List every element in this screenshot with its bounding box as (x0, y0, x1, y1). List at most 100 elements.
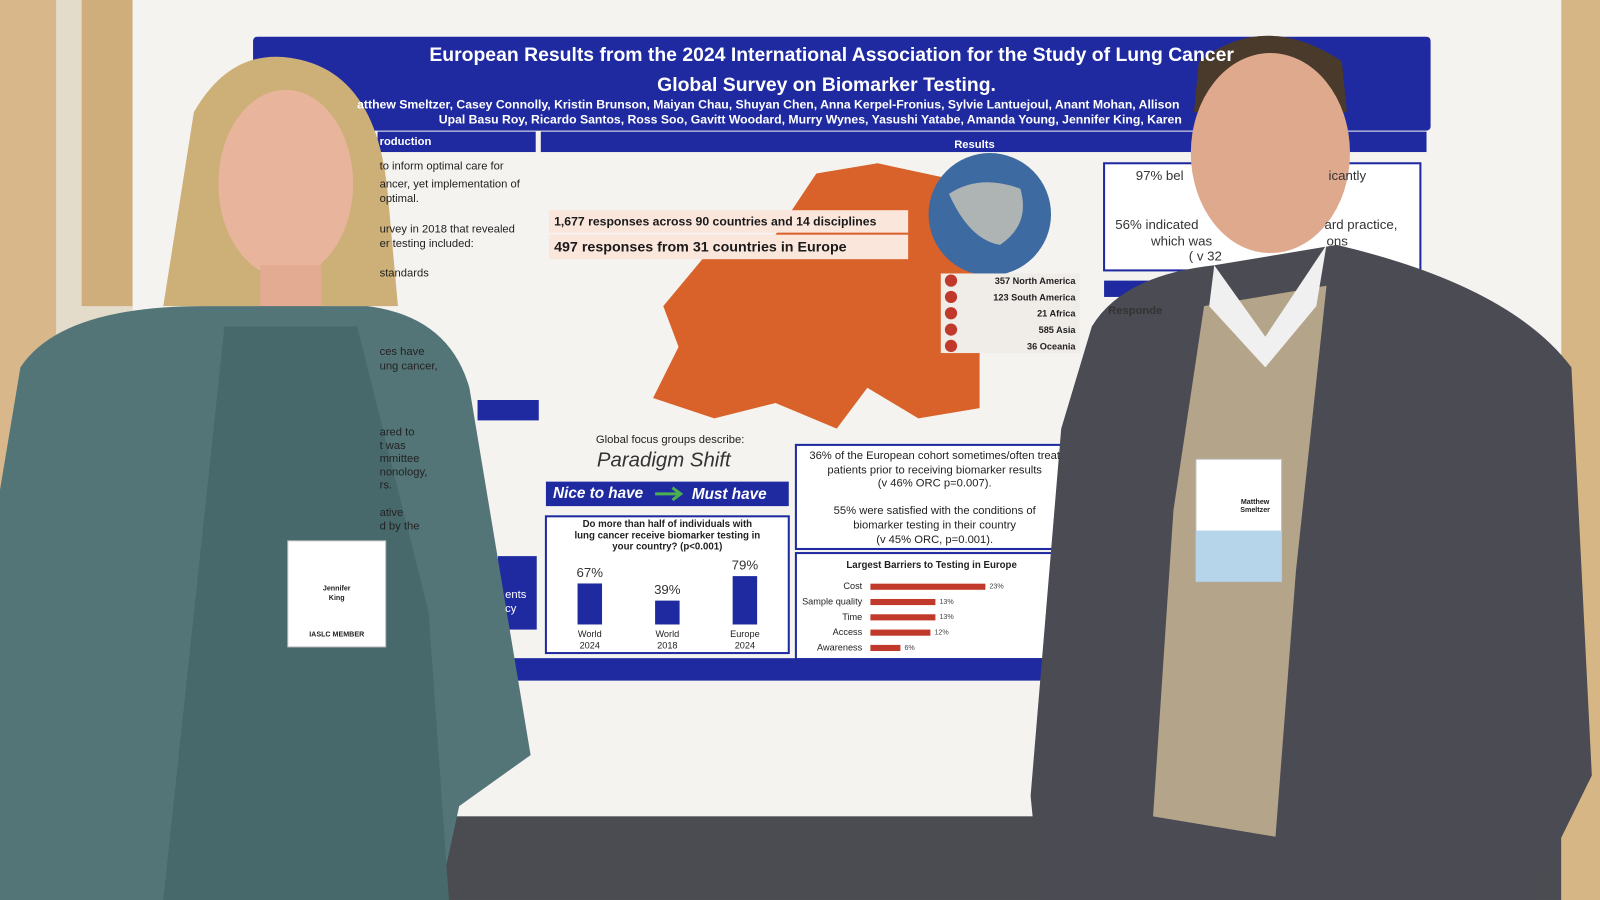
section-bar (477, 399, 539, 421)
bar-label: 79% (732, 557, 759, 572)
barrier-label: Awareness (817, 642, 863, 652)
text-fragment: ard practice, (1324, 217, 1397, 232)
badge (287, 540, 387, 648)
authors: atthew Smeltzer, Casey Connolly, Kristin… (357, 97, 1179, 111)
poster-header (253, 36, 1431, 131)
cohort-text: biomarker testing in their country (853, 519, 1016, 531)
focus-from: Nice to have (553, 485, 644, 502)
text-fragment: Responde (1108, 305, 1162, 317)
intro-text: t was (380, 440, 407, 452)
intro-text: urvey in 2018 that revealed (380, 224, 515, 236)
bar (655, 600, 680, 625)
bar (577, 583, 603, 625)
x-label: World (578, 629, 602, 639)
text-fragment: 97% bel (1136, 168, 1184, 183)
section-bar (377, 131, 536, 153)
barrier-value: 13% (939, 613, 954, 621)
footer-bar (512, 658, 1054, 681)
chart-title: Do more than half of individuals with (583, 519, 753, 530)
barrier-bar (870, 629, 931, 636)
x-label: Europe (730, 629, 760, 639)
section-title: roduction (380, 136, 432, 148)
region-count: 36 Oceania (1027, 341, 1076, 351)
intro-text: ents (505, 589, 527, 601)
stat-bg (548, 234, 909, 260)
badge-text: King (329, 594, 345, 602)
region-count: 585 Asia (1039, 325, 1077, 335)
stat: 497 responses from 31 countries in Europ… (554, 240, 847, 256)
intro-text: ces have (380, 346, 425, 358)
intro-text: to inform optimal care for (380, 160, 504, 172)
text-fragment: 56% indicated (1115, 217, 1198, 232)
check-icon (944, 339, 958, 353)
intro-text: nonology, (380, 466, 428, 478)
x-label: 2024 (580, 640, 600, 650)
intro-text: d by the (380, 520, 420, 532)
cohort-text: 36% of the European cohort sometimes/oft… (809, 450, 1061, 462)
text-fragment: which was (1150, 233, 1212, 248)
cohort-text: (v 46% ORC p=0.007). (878, 478, 992, 490)
bar-label: 39% (654, 582, 681, 597)
barrier-label: Sample quality (802, 596, 863, 606)
face (218, 89, 354, 278)
badge-band (1195, 530, 1282, 582)
barrier-bar (870, 598, 936, 606)
text-fragment: ons (1327, 233, 1349, 248)
check-icon (944, 323, 958, 336)
shirt (1209, 244, 1327, 368)
bar (732, 576, 758, 625)
intro-text: ung cancer, (380, 360, 438, 372)
check-icon (944, 307, 958, 320)
focus-to: Must have (692, 486, 767, 503)
barrier-value: 23% (989, 583, 1004, 591)
x-label: 2018 (657, 640, 677, 650)
region-count: 123 South America (993, 292, 1076, 302)
people (0, 35, 1592, 900)
text-fragment: icantly (1329, 168, 1367, 183)
intro-text: er testing included: (380, 238, 474, 250)
intro-text: ancer, yet implementation of (380, 179, 521, 191)
x-label: 2024 (735, 640, 755, 650)
stat-bg (548, 210, 909, 233)
intro-text: cy (505, 603, 517, 615)
wood-frame (81, 0, 133, 307)
intro-text: standards (380, 267, 430, 279)
badge-text: IASLC MEMBER (309, 631, 364, 639)
poster-title: European Results from the 2024 Internati… (429, 44, 1234, 66)
cohort-text: (v 45% ORC, p=0.001). (876, 534, 993, 546)
barrier-value: 12% (934, 629, 949, 637)
barrier-value: 13% (939, 598, 954, 606)
intro-text: ative (380, 507, 404, 519)
chart-title: Largest Barriers to Testing in Europe (846, 560, 1017, 571)
globe-land (948, 182, 1023, 245)
text-box (794, 443, 1075, 550)
chart-title: lung cancer receive biomarker testing in (574, 530, 760, 541)
stat: 1,677 responses across 90 countries and … (554, 215, 877, 229)
face (1190, 53, 1350, 254)
check-icon (944, 290, 958, 304)
intro-text: rs. (380, 480, 392, 492)
x-label: World (655, 629, 679, 639)
intro-text: mmittee (380, 453, 420, 465)
check-icon (944, 274, 958, 287)
region-count: 357 North America (995, 276, 1077, 286)
badge-text: Smeltzer (1240, 506, 1270, 514)
intro-text: optimal. (380, 193, 419, 205)
poster-title: Global Survey on Biomarker Testing. (657, 74, 996, 96)
barrier-value: 6% (904, 644, 915, 652)
bar-label: 67% (577, 565, 604, 580)
cohort-text: patients prior to receiving biomarker re… (827, 464, 1042, 476)
focus-headline: Paradigm Shift (597, 450, 732, 472)
region-bg (940, 273, 1080, 354)
cohort-text: 55% were satisfied with the conditions o… (834, 505, 1037, 517)
barrier-bar (870, 644, 901, 652)
barrier-label: Access (833, 627, 863, 637)
barrier-bar (870, 614, 936, 621)
section-title: Results (954, 139, 995, 151)
chart-title: your country? (p<0.001) (612, 541, 722, 552)
intro-text: ared to (380, 427, 415, 439)
focus-text: Global focus groups describe: (596, 434, 744, 446)
badge-text: Jennifer (323, 585, 351, 593)
